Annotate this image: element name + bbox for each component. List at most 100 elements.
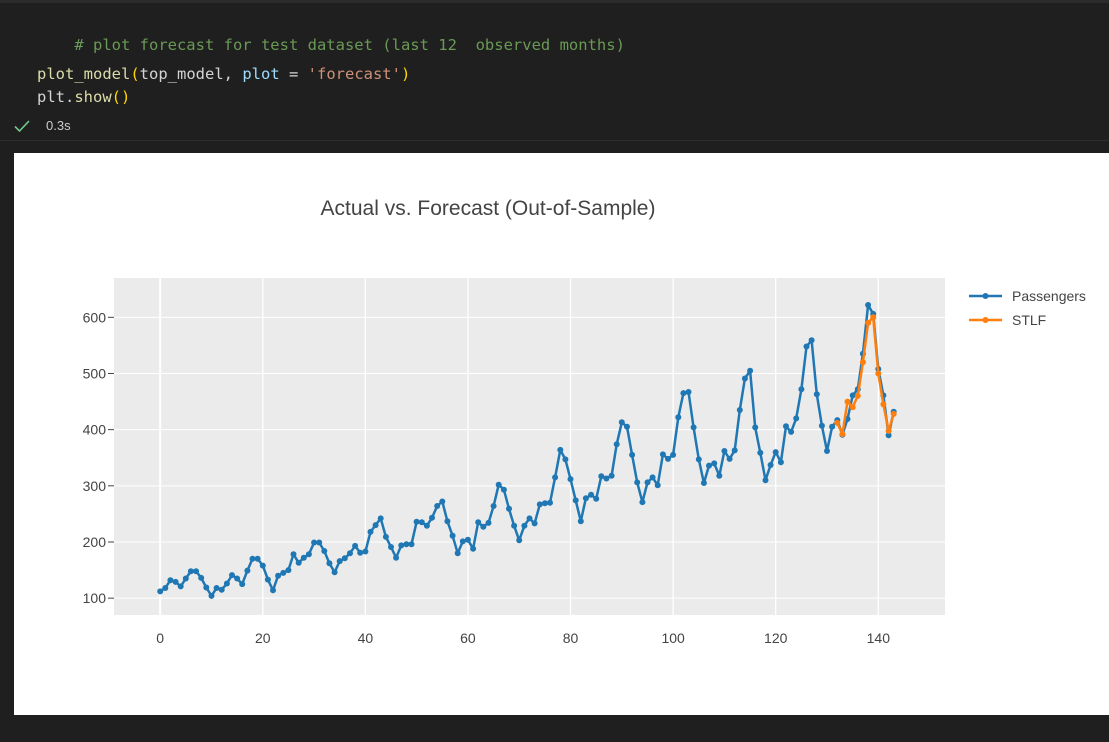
data-point[interactable] [603, 475, 610, 482]
data-point[interactable] [393, 554, 400, 561]
data-point[interactable] [434, 503, 441, 509]
data-point[interactable] [613, 441, 620, 448]
data-point[interactable] [259, 562, 266, 569]
data-point[interactable] [305, 551, 312, 558]
data-point[interactable] [182, 575, 189, 582]
data-point[interactable] [388, 544, 394, 550]
data-point[interactable] [382, 533, 389, 540]
data-point[interactable] [644, 479, 651, 486]
data-point[interactable] [234, 575, 241, 582]
data-point[interactable] [270, 587, 276, 594]
data-point[interactable] [526, 515, 533, 522]
data-point[interactable] [731, 447, 738, 454]
data-point[interactable] [239, 581, 246, 588]
data-point[interactable] [844, 398, 851, 405]
data-point[interactable] [680, 390, 687, 397]
data-point[interactable] [475, 519, 482, 526]
data-point[interactable] [818, 422, 825, 429]
data-point[interactable] [854, 392, 861, 399]
data-point[interactable] [562, 456, 569, 463]
data-point[interactable] [372, 522, 379, 529]
data-point[interactable] [464, 536, 471, 543]
legend-item-stlf[interactable]: STLF [969, 312, 1046, 328]
data-point[interactable] [413, 518, 420, 525]
data-point[interactable] [726, 455, 733, 462]
data-point[interactable] [244, 567, 251, 574]
data-point[interactable] [634, 479, 641, 486]
data-point[interactable] [875, 370, 882, 377]
data-point[interactable] [439, 498, 446, 505]
data-point[interactable] [352, 542, 359, 549]
data-point[interactable] [229, 572, 235, 579]
data-point[interactable] [187, 568, 194, 575]
data-point[interactable] [377, 515, 384, 522]
data-point[interactable] [721, 448, 728, 454]
data-point[interactable] [336, 558, 343, 565]
data-point[interactable] [290, 551, 297, 558]
data-point[interactable] [885, 432, 892, 439]
data-point[interactable] [444, 518, 451, 525]
data-point[interactable] [311, 539, 318, 546]
data-point[interactable] [295, 559, 302, 566]
data-point[interactable] [839, 431, 846, 438]
data-point[interactable] [423, 522, 430, 529]
data-point[interactable] [870, 314, 877, 321]
data-point[interactable] [593, 495, 600, 502]
data-point[interactable] [223, 580, 230, 587]
data-point[interactable] [280, 569, 287, 576]
data-point[interactable] [285, 567, 292, 574]
data-point[interactable] [803, 343, 810, 350]
data-point[interactable] [772, 449, 779, 456]
data-point[interactable] [624, 423, 630, 430]
data-point[interactable] [865, 302, 872, 308]
data-point[interactable] [577, 518, 584, 525]
data-point[interactable] [639, 499, 646, 506]
data-point[interactable] [711, 460, 718, 467]
data-point[interactable] [213, 585, 220, 591]
data-point[interactable] [557, 446, 564, 453]
data-point[interactable] [347, 550, 353, 557]
series-passengers[interactable] [157, 302, 897, 599]
data-point[interactable] [716, 472, 723, 479]
data-point[interactable] [172, 578, 179, 585]
data-point[interactable] [331, 569, 338, 576]
data-point[interactable] [367, 528, 374, 535]
data-point[interactable] [608, 472, 615, 479]
data-point[interactable] [357, 549, 364, 556]
code-cell[interactable]: # plot forecast for test dataset (last 1… [0, 3, 1109, 113]
data-point[interactable] [757, 449, 764, 456]
data-point[interactable] [516, 537, 523, 544]
data-point[interactable] [649, 474, 656, 481]
data-point[interactable] [300, 554, 307, 561]
data-point[interactable] [777, 459, 784, 466]
data-point[interactable] [203, 584, 210, 591]
data-point[interactable] [485, 519, 492, 526]
data-point[interactable] [752, 424, 759, 431]
data-point[interactable] [218, 586, 225, 593]
data-point[interactable] [629, 451, 636, 458]
data-point[interactable] [736, 407, 743, 413]
data-point[interactable] [829, 423, 836, 430]
data-point[interactable] [177, 583, 184, 590]
data-point[interactable] [788, 428, 795, 435]
data-point[interactable] [506, 505, 512, 512]
data-point[interactable] [249, 555, 256, 562]
data-point[interactable] [808, 337, 815, 344]
data-point[interactable] [316, 539, 323, 546]
data-point[interactable] [598, 473, 605, 480]
data-point[interactable] [813, 391, 820, 398]
data-point[interactable] [495, 481, 502, 488]
legend[interactable]: Passengers STLF [969, 288, 1086, 328]
data-point[interactable] [572, 497, 579, 504]
data-point[interactable] [449, 532, 456, 539]
data-point[interactable] [341, 555, 348, 562]
data-point[interactable] [208, 592, 215, 599]
data-point[interactable] [762, 477, 769, 484]
data-point[interactable] [700, 480, 707, 486]
data-point[interactable] [767, 462, 774, 468]
data-point[interactable] [849, 404, 856, 411]
data-point[interactable] [408, 541, 415, 548]
data-point[interactable] [834, 419, 841, 426]
data-point[interactable] [695, 456, 702, 463]
data-point[interactable] [859, 359, 866, 366]
